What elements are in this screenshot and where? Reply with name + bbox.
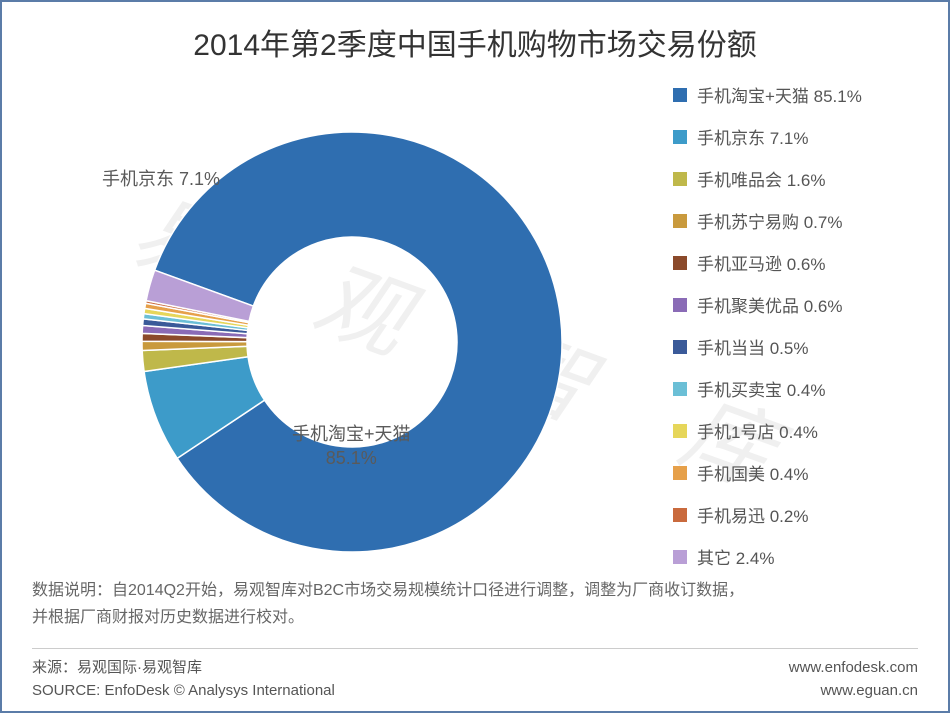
- legend-swatch: [673, 340, 687, 354]
- legend-item: 手机亚马逊 0.6%: [673, 250, 918, 275]
- legend-item: 手机唯品会 1.6%: [673, 166, 918, 191]
- slice-callout: 手机京东 7.1%: [102, 167, 220, 191]
- legend-label: 手机当当 0.5%: [697, 334, 808, 359]
- legend-swatch: [673, 466, 687, 480]
- chart-frame: 易 观 智 库 2014年第2季度中国手机购物市场交易份额 手机淘宝+天猫85.…: [0, 0, 950, 713]
- legend-label: 手机京东 7.1%: [697, 124, 808, 149]
- legend-swatch: [673, 508, 687, 522]
- legend-label: 手机唯品会 1.6%: [697, 166, 825, 191]
- legend-swatch: [673, 172, 687, 186]
- legend-label: 手机易迅 0.2%: [697, 502, 808, 527]
- source-cn: 来源：易观国际·易观智库: [32, 656, 202, 679]
- slice-callout: 手机淘宝+天猫85.1%: [292, 422, 411, 471]
- source-url: www.enfodesk.com: [789, 656, 918, 679]
- chart-legend: 手机淘宝+天猫 85.1% 手机京东 7.1% 手机唯品会 1.6% 手机苏宁易购 0…: [673, 82, 918, 586]
- legend-item: 手机聚美优品 0.6%: [673, 292, 918, 317]
- donut-chart: 手机淘宝+天猫85.1% 手机京东 7.1%: [42, 82, 662, 562]
- legend-label: 手机买卖宝 0.4%: [697, 376, 825, 401]
- legend-item: 手机淘宝+天猫 85.1%: [673, 82, 918, 107]
- legend-swatch: [673, 214, 687, 228]
- legend-swatch: [673, 550, 687, 564]
- legend-item: 手机京东 7.1%: [673, 124, 918, 149]
- legend-item: 手机1号店 0.4%: [673, 418, 918, 443]
- notes-line: 数据说明：自2014Q2开始，易观智库对B2C市场交易规模统计口径进行调整，调整…: [32, 577, 918, 604]
- legend-item: 其它 2.4%: [673, 544, 918, 569]
- legend-swatch: [673, 382, 687, 396]
- legend-label: 其它 2.4%: [697, 544, 774, 569]
- legend-swatch: [673, 298, 687, 312]
- legend-item: 手机易迅 0.2%: [673, 502, 918, 527]
- legend-label: 手机聚美优品 0.6%: [697, 292, 842, 317]
- legend-item: 手机买卖宝 0.4%: [673, 376, 918, 401]
- chart-footer: 来源：易观国际·易观智库 www.enfodesk.com SOURCE: En…: [32, 656, 918, 703]
- legend-item: 手机国美 0.4%: [673, 460, 918, 485]
- footer-divider: [32, 648, 918, 649]
- legend-swatch: [673, 424, 687, 438]
- legend-swatch: [673, 130, 687, 144]
- legend-swatch: [673, 88, 687, 102]
- legend-label: 手机苏宁易购 0.7%: [697, 208, 842, 233]
- legend-swatch: [673, 256, 687, 270]
- legend-label: 手机亚马逊 0.6%: [697, 250, 825, 275]
- notes-line: 并根据厂商财报对历史数据进行校对。: [32, 604, 918, 631]
- legend-label: 手机国美 0.4%: [697, 460, 808, 485]
- source-en: SOURCE: EnfoDesk © Analysys Internationa…: [32, 679, 335, 702]
- legend-item: 手机苏宁易购 0.7%: [673, 208, 918, 233]
- legend-label: 手机淘宝+天猫 85.1%: [697, 82, 862, 107]
- legend-label: 手机1号店 0.4%: [697, 418, 818, 443]
- source-url: www.eguan.cn: [820, 679, 918, 702]
- chart-title: 2014年第2季度中国手机购物市场交易份额: [2, 20, 948, 64]
- legend-item: 手机当当 0.5%: [673, 334, 918, 359]
- data-notes: 数据说明：自2014Q2开始，易观智库对B2C市场交易规模统计口径进行调整，调整…: [32, 577, 918, 631]
